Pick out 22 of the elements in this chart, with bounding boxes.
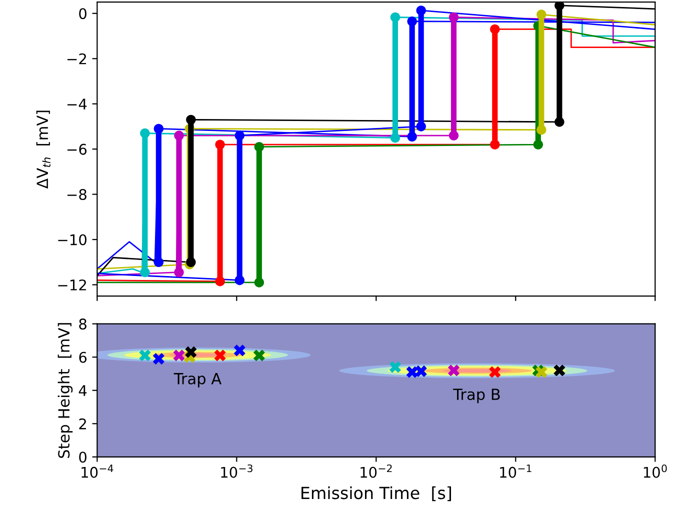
y-tick-label: 2 <box>79 418 86 430</box>
y-tick-label: −8 <box>67 189 86 200</box>
x-axis-title: Emission Time [s] <box>302 486 451 502</box>
y-tick-label: −2 <box>67 53 86 64</box>
annotation: Trap A <box>174 373 222 388</box>
y-tick-label: 4 <box>78 385 87 396</box>
y-tick-label: 6 <box>79 352 87 363</box>
x-tick-label: 10$^{−3}$ <box>221 464 252 478</box>
annotation: Trap B <box>453 388 500 404</box>
y-axis-title: ΔV$_{th}$ [mV] <box>36 110 50 189</box>
x-tick-label: 10$^{−2}$ <box>360 464 392 478</box>
y-tick-label: 0 <box>79 8 86 20</box>
y-axis-title: Step Height [mV] <box>58 323 73 458</box>
y-tick-label: 8 <box>79 318 86 330</box>
y-tick-label: −10 <box>58 234 86 246</box>
x-tick-label: 10$^{0}$ <box>644 464 667 478</box>
y-tick-label: −4 <box>67 98 87 110</box>
x-tick-label: 10$^{−1}$ <box>500 464 532 478</box>
y-tick-label: −6 <box>67 144 87 155</box>
y-tick-label: −12 <box>58 279 86 290</box>
x-tick-label: 10$^{−4}$ <box>82 464 114 478</box>
y-tick-label: 0 <box>79 452 86 463</box>
